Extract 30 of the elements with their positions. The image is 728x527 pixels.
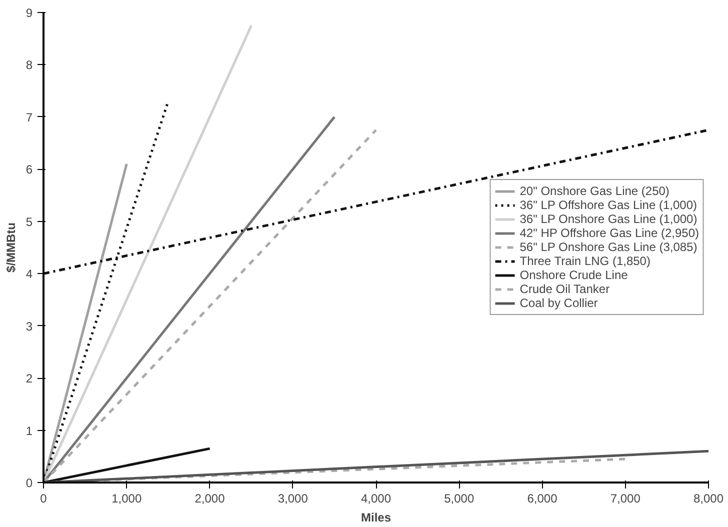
x-tick-label: 1,000	[112, 492, 142, 506]
x-tick-label: 8,000	[693, 492, 724, 506]
legend-label: 36" LP Offshore Gas Line (1,000)	[520, 198, 698, 212]
x-tick-label: 7,000	[610, 492, 641, 506]
x-axis-title: Miles	[360, 510, 392, 524]
y-tick-label: 2	[26, 372, 33, 386]
y-tick-label: 5	[26, 214, 33, 229]
x-tick-label: 2,000	[194, 492, 226, 506]
y-tick-label: 0	[26, 476, 33, 490]
x-tick-label: 5,000	[444, 492, 474, 506]
y-axis-title: $/MMBtu	[4, 222, 18, 272]
y-tick-label: 1	[26, 424, 33, 438]
y-tick-label: 4	[26, 267, 33, 282]
y-tick-label: 6	[26, 162, 33, 177]
x-tick-label: 6,000	[527, 492, 558, 506]
legend-label: 20" Onshore Gas Line (250)	[520, 184, 670, 198]
legend-label: Crude Oil Tanker	[520, 282, 610, 296]
x-tick-label: 4,000	[360, 492, 392, 506]
y-tick-label: 8	[26, 58, 33, 72]
y-tick-label: 3	[26, 319, 33, 334]
y-tick-label: 7	[26, 110, 33, 124]
x-tick-label: 0	[40, 492, 48, 506]
legend-label: Three Train LNG (1,850)	[520, 254, 650, 268]
x-tick-label: 3,000	[278, 492, 308, 506]
legend-label: 56" LP Onshore Gas Line (3,085)	[520, 240, 698, 254]
legend-label: Coal by Collier	[520, 296, 598, 310]
y-tick-label: 9	[26, 6, 33, 20]
legend-label: 42" HP Offshore Gas Line (2,950)	[520, 226, 699, 240]
legend-label: Onshore Crude Line	[520, 268, 628, 282]
legend-label: 36" LP Onshore Gas Line (1,000)	[520, 212, 698, 226]
